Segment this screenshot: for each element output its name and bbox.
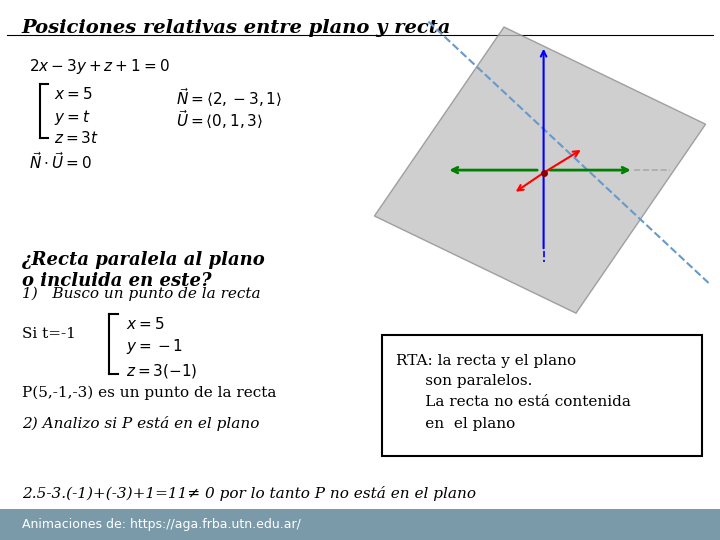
Text: $2x - 3y + z + 1 = 0$: $2x - 3y + z + 1 = 0$ [29,57,169,76]
Text: 2) Analizo si P está en el plano: 2) Analizo si P está en el plano [22,416,259,431]
Text: 1)   Busco un punto de la recta: 1) Busco un punto de la recta [22,286,260,301]
Text: P(5,-1,-3) es un punto de la recta: P(5,-1,-3) es un punto de la recta [22,386,276,401]
Text: Animaciones de: https://aga.frba.utn.edu.ar/: Animaciones de: https://aga.frba.utn.edu… [22,518,300,531]
Text: Posiciones relativas entre plano y recta: Posiciones relativas entre plano y recta [22,19,451,37]
Text: $z = 3t$: $z = 3t$ [54,130,99,146]
Text: Si t=-1: Si t=-1 [22,327,76,341]
Text: $x = 5$: $x = 5$ [54,86,92,103]
Text: en  el plano: en el plano [396,417,516,431]
Polygon shape [374,27,706,313]
Text: $\vec{N} \cdot \vec{U} = 0$: $\vec{N} \cdot \vec{U} = 0$ [29,151,91,172]
Text: 2.5-3.(-1)+(-3)+1=11≠ 0 por lo tanto P no está en el plano: 2.5-3.(-1)+(-3)+1=11≠ 0 por lo tanto P n… [22,486,476,501]
Text: $x = 5$: $x = 5$ [126,316,164,332]
Text: $y = -1$: $y = -1$ [126,338,183,356]
Text: RTA: la recta y el plano: RTA: la recta y el plano [396,354,576,368]
Text: $\vec{N} = \langle 2, -3, 1\rangle$: $\vec{N} = \langle 2, -3, 1\rangle$ [176,86,282,110]
Text: $z = 3(-1)$: $z = 3(-1)$ [126,362,197,380]
Text: La recta no está contenida: La recta no está contenida [396,395,631,409]
Text: $\vec{U} = \langle 0, 1, 3\rangle$: $\vec{U} = \langle 0, 1, 3\rangle$ [176,108,264,131]
Text: $y = t$: $y = t$ [54,108,91,127]
Bar [0,509,720,540]
Text: ¿Recta paralela al plano
o incluida en este?: ¿Recta paralela al plano o incluida en e… [22,251,266,290]
FancyBboxPatch shape [382,335,702,456]
Text: son paralelos.: son paralelos. [396,374,532,388]
